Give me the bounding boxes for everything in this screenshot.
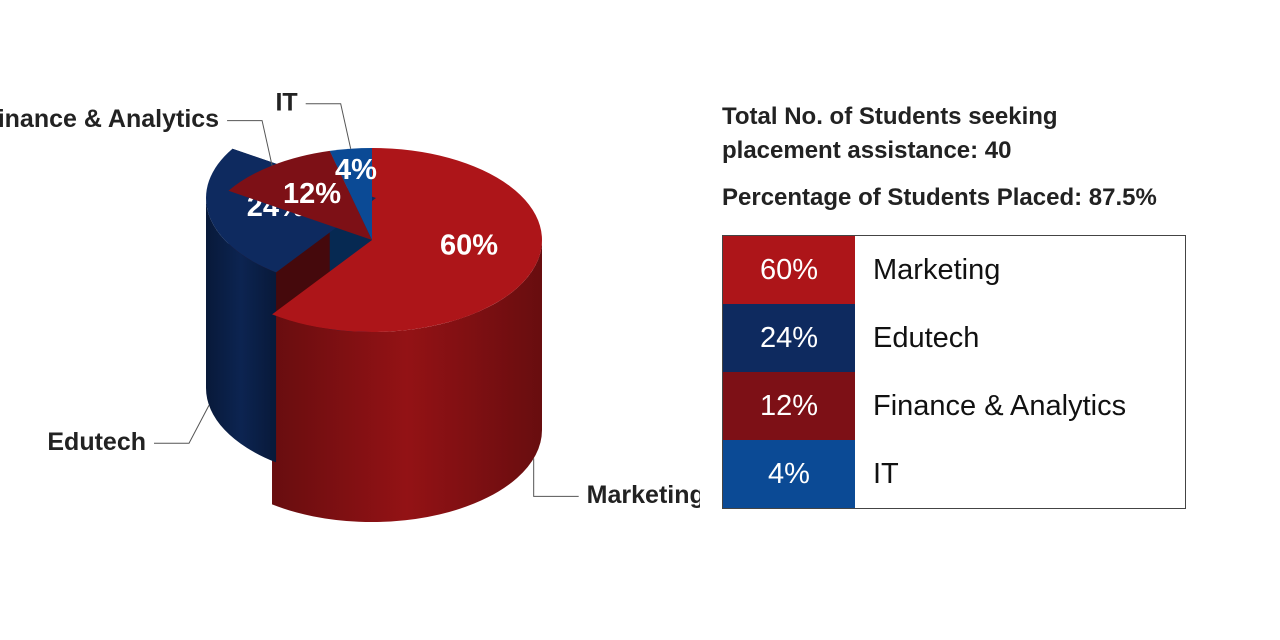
leader-line (305, 103, 352, 149)
legend-value: 12% (722, 372, 855, 440)
slice-side (206, 198, 277, 463)
slice-category-label: Edutech (47, 428, 146, 456)
leader-line (227, 120, 273, 166)
legend-table: 60% Marketing 24% Edutech 12% Finance & Analy… (722, 235, 1186, 509)
slice-value-label: 60% (440, 230, 498, 262)
legend-row: 60% Marketing (722, 235, 1186, 304)
legend-label: IT (873, 457, 899, 490)
slice-value-label: 12% (283, 178, 341, 210)
slice (228, 150, 372, 240)
slice-category-label: Finance & Analytics (0, 105, 219, 133)
legend-row: 12% Finance & Analytics (722, 372, 1186, 440)
slice-side (272, 240, 542, 522)
slice (329, 148, 372, 240)
legend-value: 60% (722, 235, 855, 304)
legend-value: 4% (722, 440, 855, 509)
legend-row: 24% Edutech (722, 304, 1186, 372)
legend-label: Finance & Analytics (873, 389, 1127, 422)
slice (272, 148, 542, 332)
legend-label: Edutech (873, 321, 980, 354)
legend-row: 4% IT (722, 440, 1186, 509)
info-total: Total No. of Students seeking placement … (722, 103, 1058, 164)
info-placed: Percentage of Students Placed: 87.5% (722, 184, 1157, 211)
legend-value: 24% (722, 304, 855, 372)
slice-category-label: Marketing (587, 481, 700, 509)
slice-category-label: IT (275, 88, 297, 116)
leader-line (533, 458, 579, 497)
leader-line (154, 405, 210, 444)
slice-value-label: 4% (335, 154, 377, 186)
legend-label: Marketing (873, 253, 1001, 286)
